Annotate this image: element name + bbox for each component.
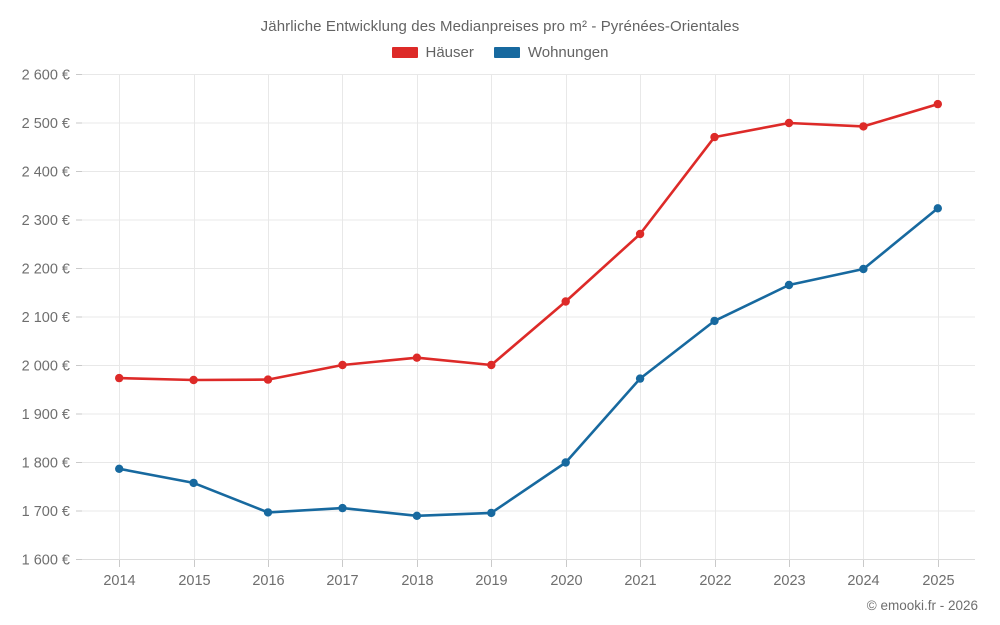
x-axis-tick-label: 2022 bbox=[699, 573, 731, 589]
y-axis-tick-label: 2 200 € bbox=[22, 262, 70, 278]
data-point-wohnungen-2014[interactable] bbox=[115, 464, 124, 473]
data-point-häuser-2023[interactable] bbox=[784, 118, 794, 128]
x-axis-tick-label: 2025 bbox=[922, 573, 954, 589]
y-axis-tick-label: 1 800 € bbox=[22, 456, 70, 472]
data-point-wohnungen-2016[interactable] bbox=[263, 508, 273, 517]
y-axis-tick-label: 1 600 € bbox=[22, 553, 70, 569]
data-point-häuser-2017[interactable] bbox=[338, 360, 347, 370]
data-point-wohnungen-2020[interactable] bbox=[561, 458, 570, 467]
legend-label-wohnungen: Wohnungen bbox=[527, 44, 609, 61]
data-point-wohnungen-2021[interactable] bbox=[635, 374, 645, 383]
legend-item-wohnungen[interactable]: Wohnungen bbox=[493, 44, 609, 61]
y-axis-tick-label: 2 400 € bbox=[22, 165, 70, 181]
y-axis-tick-label: 2 000 € bbox=[22, 359, 70, 375]
legend-label-hauser: Häuser bbox=[425, 44, 474, 61]
data-point-wohnungen-2018[interactable] bbox=[412, 511, 422, 520]
data-point-häuser-2024[interactable] bbox=[859, 122, 868, 131]
chart-title: Jährliche Entwicklung des Medianpreises … bbox=[260, 18, 740, 35]
series-line-häuser bbox=[117, 102, 940, 382]
data-point-häuser-2021[interactable] bbox=[635, 229, 645, 239]
data-point-wohnungen-2025[interactable] bbox=[933, 204, 942, 213]
y-axis-tick-label: 2 100 € bbox=[22, 310, 70, 326]
x-axis-tick-label: 2014 bbox=[103, 573, 135, 589]
x-axis-tick-label: 2017 bbox=[326, 573, 358, 589]
series-line-wohnungen bbox=[117, 207, 940, 518]
data-point-wohnungen-2022[interactable] bbox=[710, 316, 719, 326]
chart-legend: Häuser Wohnungen bbox=[0, 44, 1000, 61]
data-point-wohnungen-2019[interactable] bbox=[487, 508, 496, 518]
data-point-wohnungen-2024[interactable] bbox=[859, 264, 868, 274]
legend-swatch-hauser bbox=[391, 47, 418, 58]
data-point-häuser-2019[interactable] bbox=[487, 360, 496, 370]
y-axis-tick-label: 1 700 € bbox=[22, 504, 70, 520]
x-axis-tick-label: 2019 bbox=[475, 573, 507, 589]
y-axis-tick-label: 2 600 € bbox=[22, 68, 70, 84]
legend-swatch-wohnungen bbox=[493, 47, 520, 58]
y-axis-tick-label: 1 900 € bbox=[22, 407, 70, 423]
credit-text: © emooki.fr - 2026 bbox=[866, 598, 978, 613]
legend-item-hauser[interactable]: Häuser bbox=[391, 44, 474, 61]
x-axis-tick-label: 2015 bbox=[178, 573, 210, 589]
data-point-häuser-2014[interactable] bbox=[115, 373, 124, 383]
data-point-wohnungen-2023[interactable] bbox=[784, 280, 794, 290]
data-point-häuser-2015[interactable] bbox=[189, 375, 198, 385]
x-axis-tick-label: 2020 bbox=[550, 573, 582, 589]
data-point-häuser-2025[interactable] bbox=[933, 99, 942, 109]
data-point-häuser-2022[interactable] bbox=[710, 132, 719, 142]
x-axis-tick-label: 2018 bbox=[401, 573, 433, 589]
data-point-häuser-2016[interactable] bbox=[263, 375, 273, 384]
x-axis-tick-label: 2021 bbox=[624, 573, 656, 589]
data-point-wohnungen-2017[interactable] bbox=[338, 503, 347, 513]
data-point-häuser-2018[interactable] bbox=[412, 353, 422, 362]
x-axis-tick-label: 2016 bbox=[252, 573, 284, 589]
y-axis-tick-label: 2 300 € bbox=[22, 213, 70, 229]
data-point-häuser-2020[interactable] bbox=[561, 297, 570, 306]
y-axis-tick-label: 2 500 € bbox=[22, 116, 70, 132]
x-axis-tick-label: 2023 bbox=[773, 573, 805, 589]
data-point-wohnungen-2015[interactable] bbox=[189, 478, 198, 488]
x-axis-tick-label: 2024 bbox=[847, 573, 879, 589]
